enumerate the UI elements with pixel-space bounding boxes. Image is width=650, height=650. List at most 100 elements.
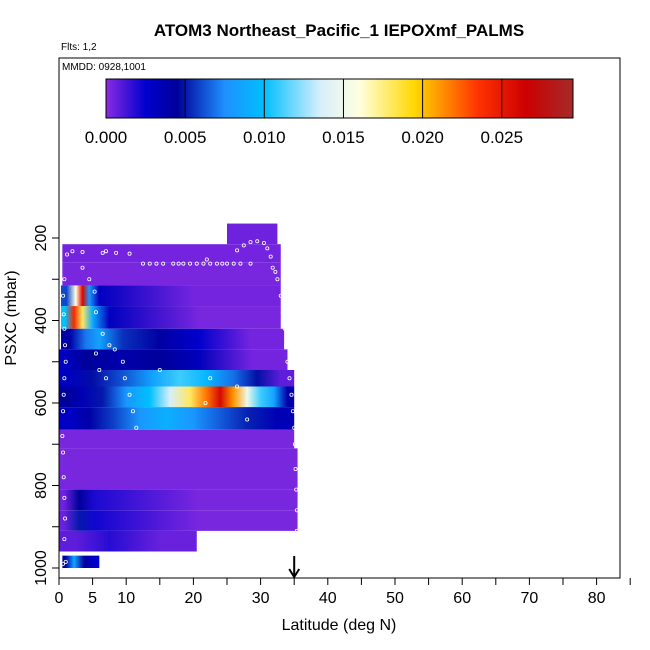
colorbar-bar xyxy=(105,78,574,119)
x-tick-label: 60 xyxy=(453,590,471,607)
flight-track-point xyxy=(62,277,67,282)
flight-track-point xyxy=(201,261,206,266)
flight-track-point xyxy=(231,261,236,266)
flight-track-point xyxy=(70,249,75,254)
flight-track-point xyxy=(104,249,109,254)
flight-track-point xyxy=(63,359,68,364)
y-tick-label: 600 xyxy=(33,390,50,417)
flight-track-point xyxy=(181,261,186,266)
flight-track-point xyxy=(127,392,132,397)
y-tick-label: 1000 xyxy=(33,550,50,586)
flight-track-point xyxy=(293,466,298,471)
colorbar-ticks: 0.000 0.005 0.010 0.015 0.020 0.025 xyxy=(85,79,523,147)
flight-track-point xyxy=(294,487,299,492)
flight-track-point xyxy=(62,376,67,381)
flight-track-point xyxy=(289,392,294,397)
flight-track-point xyxy=(65,252,70,257)
flight-track-point xyxy=(114,250,119,255)
heatmap-band xyxy=(59,448,298,469)
flight-track-point xyxy=(120,359,125,364)
flight-track-point xyxy=(61,561,66,566)
flight-track-point xyxy=(203,400,208,405)
flight-track-point xyxy=(93,310,98,315)
flight-track-point xyxy=(93,351,98,356)
flight-track-point xyxy=(275,277,280,282)
flight-track-point xyxy=(282,326,287,331)
heatmap-band xyxy=(59,530,197,552)
colorbar-tick-label: 0.020 xyxy=(401,128,444,147)
flight-track-point xyxy=(292,442,297,447)
flight-track-point xyxy=(270,265,275,270)
chart-title: ATOM3 Northeast_Pacific_1 IEPOXmf_PALMS xyxy=(154,21,524,40)
x-tick-label: 20 xyxy=(185,590,203,607)
flight-track-point xyxy=(235,384,240,389)
flight-track-point xyxy=(104,376,109,381)
flight-track-point xyxy=(220,261,225,266)
heatmap-band xyxy=(227,223,278,245)
flight-track-point xyxy=(204,257,209,262)
flight-track-point xyxy=(238,261,243,266)
flight-track-point xyxy=(245,417,250,422)
flight-track-point xyxy=(154,261,159,266)
heatmap-band xyxy=(62,555,100,568)
heatmap-layer xyxy=(59,223,298,568)
latitude-marker-arrow xyxy=(288,556,301,579)
y-tick-label: 200 xyxy=(33,225,50,252)
colorbar-tick-label: 0.005 xyxy=(164,128,207,147)
flight-track-point xyxy=(61,475,66,480)
flight-track-point xyxy=(61,450,66,455)
colorbar-tick-label: 0.000 xyxy=(85,128,128,147)
colorbar-tick-label: 0.010 xyxy=(243,128,286,147)
flight-track-point xyxy=(97,367,102,372)
flight-track-point xyxy=(273,269,278,274)
flight-track-point xyxy=(224,261,229,266)
flight-track-point xyxy=(194,261,199,266)
flight-track-point xyxy=(287,376,292,381)
flight-track-point xyxy=(61,293,66,298)
x-axis-label: Latitude (deg N) xyxy=(282,617,397,634)
flight-track-point xyxy=(261,240,266,245)
flight-track-point xyxy=(63,516,68,521)
colorbar: 0.000 0.005 0.010 0.015 0.020 0.025 xyxy=(85,78,574,147)
flight-track-point xyxy=(147,261,152,266)
heatmap-band xyxy=(59,370,295,387)
flight-track-point xyxy=(161,261,166,266)
x-tick-label: 0 xyxy=(55,590,64,607)
flight-track-point xyxy=(130,409,135,414)
x-tick-label: 5 xyxy=(88,590,97,607)
flight-track-point xyxy=(294,528,299,533)
x-tick-label: 40 xyxy=(319,590,337,607)
plot-frame xyxy=(58,57,621,579)
flight-track-point xyxy=(134,425,139,430)
dates-label: MMDD: 0928,1001 xyxy=(62,62,146,73)
flight-track-point xyxy=(100,331,105,336)
flight-track-point xyxy=(80,250,85,255)
flight-track-point xyxy=(294,508,299,513)
heatmap-band xyxy=(59,489,298,511)
heatmap-band xyxy=(61,306,281,329)
heatmap-band xyxy=(59,510,298,531)
flight-track-point xyxy=(284,343,289,348)
heatmap-band xyxy=(61,285,281,307)
flight-track-point xyxy=(171,261,176,266)
x-tick-label: 80 xyxy=(588,590,606,607)
flight-track-point xyxy=(122,376,127,381)
flight-track-point xyxy=(80,265,85,270)
heatmap-band xyxy=(59,349,288,370)
flight-track-point xyxy=(92,289,97,294)
flight-track-point xyxy=(208,261,213,266)
flight-track-point xyxy=(127,251,132,256)
flight-track-point xyxy=(60,433,65,438)
x-axis: 0 5 10 20 30 40 50 60 70 80 xyxy=(55,578,631,607)
flight-track-point xyxy=(285,359,290,364)
x-tick-label: 70 xyxy=(521,590,539,607)
flight-track-point xyxy=(292,425,297,430)
y-tick-label: 400 xyxy=(33,307,50,334)
x-tick-label: 10 xyxy=(117,590,135,607)
heatmap-band xyxy=(61,328,285,350)
flight-track-point xyxy=(290,409,295,414)
flight-track-point xyxy=(62,326,67,331)
y-axis: 200 400 600 800 1000 xyxy=(33,225,59,586)
flight-track-point xyxy=(235,248,240,253)
